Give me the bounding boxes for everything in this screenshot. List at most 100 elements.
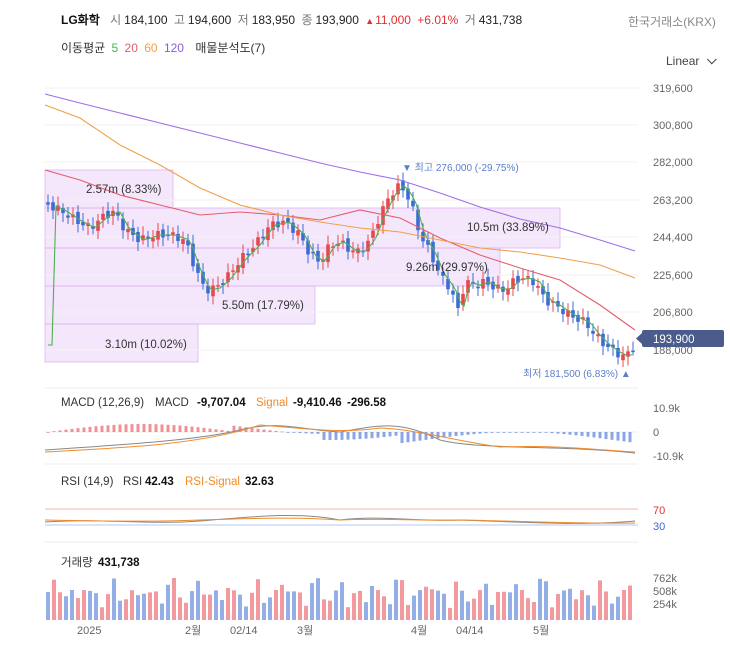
ma120-line — [44, 93, 636, 252]
volume-bar — [52, 579, 56, 620]
macd-histogram-bar — [628, 432, 632, 443]
open-value: 184,100 — [124, 13, 168, 27]
close-value: 193,900 — [315, 13, 359, 27]
candle — [76, 211, 80, 225]
candle — [426, 239, 430, 245]
macd-tick: -10.9k — [653, 451, 684, 463]
macd-histogram-bar — [256, 428, 260, 432]
volume-bar — [442, 593, 446, 620]
macd-histogram-bar — [526, 432, 530, 433]
volume-bar — [88, 590, 92, 620]
price-tick: 263,200 — [653, 195, 693, 207]
signal-label: Signal — [256, 397, 288, 409]
macd-histogram-bar — [442, 432, 446, 438]
volume-profile-toggle[interactable]: 매물분석도(7) — [195, 41, 266, 55]
candle — [301, 232, 305, 241]
volume-bar — [94, 593, 98, 620]
volume-bar — [172, 578, 176, 620]
volume-bar — [334, 590, 338, 620]
candle — [46, 202, 50, 205]
ma5-line — [48, 185, 633, 357]
candle — [181, 239, 185, 245]
volume-bar — [196, 580, 200, 620]
candle — [386, 198, 390, 210]
high-value: 194,600 — [187, 13, 232, 27]
candle — [611, 344, 615, 348]
macd-histogram-bar — [622, 432, 626, 442]
candle — [326, 244, 330, 263]
volume-bar — [112, 578, 116, 620]
volume-bar — [622, 590, 626, 620]
ma120-label[interactable]: 120 — [163, 41, 184, 55]
volume-bar — [472, 598, 476, 620]
stock-name[interactable]: LG화학 — [61, 13, 100, 27]
max-price-annotation: ▼ 최고 276,000 (-29.75%) — [402, 162, 519, 174]
price-tick: 188,000 — [653, 345, 693, 357]
ohlc-row: LG화학 시 184,100 고 194,600 저 183,950 종 193,900… — [61, 11, 525, 28]
macd-histogram-bar — [472, 432, 476, 435]
high-label: 고 — [173, 13, 185, 27]
volume-bar — [58, 592, 62, 620]
candle — [251, 248, 255, 253]
signal-value: -9,410.46 — [293, 397, 342, 409]
candle — [136, 231, 140, 243]
candle — [91, 226, 95, 229]
candle — [56, 205, 60, 211]
candle — [286, 218, 290, 223]
macd-histogram-bar — [220, 430, 224, 432]
volume-bar — [430, 589, 434, 620]
candle — [341, 240, 345, 243]
macd-histogram-bar — [328, 432, 332, 440]
candle — [126, 229, 130, 233]
profile-label-2: 10.5m (33.89%) — [467, 222, 549, 234]
volume-bar — [256, 579, 260, 620]
macd-histogram-bar — [136, 424, 140, 432]
volume-bar — [520, 590, 524, 620]
macd-histogram-bar — [496, 432, 500, 433]
volume-bar — [400, 580, 404, 620]
candle — [586, 317, 590, 329]
candle — [256, 237, 260, 246]
macd-histogram-bar — [292, 432, 296, 433]
rsi-signal-line — [44, 517, 636, 524]
profile-bar — [44, 285, 316, 325]
ma-legend-label[interactable]: 이동평균 — [61, 41, 106, 55]
candle — [81, 221, 85, 226]
macd-histogram-bar — [64, 429, 68, 432]
candle — [441, 271, 445, 276]
volume-bar — [370, 585, 374, 620]
volume-bar — [556, 594, 560, 620]
macd-histogram-bar — [562, 432, 566, 435]
volume-panel — [46, 578, 632, 620]
ma60-label[interactable]: 60 — [144, 41, 158, 55]
x-tick: 2025 — [77, 625, 101, 637]
volume-bar — [358, 590, 362, 620]
x-tick: 3월 — [297, 624, 313, 637]
ma5-label[interactable]: 5 — [111, 41, 119, 55]
candle — [366, 240, 370, 252]
volume-bar — [136, 595, 140, 620]
volume-bar — [238, 594, 242, 620]
volume-bar — [106, 594, 110, 620]
candle — [536, 285, 540, 288]
macd-histogram-bar — [424, 432, 428, 440]
volume-bar — [598, 580, 602, 620]
profile-label-5: 3.10m (10.02%) — [105, 339, 187, 351]
change-pct: +6.01% — [417, 13, 459, 27]
volume-bar — [466, 601, 470, 620]
macd-histogram-bar — [382, 432, 386, 438]
volume-bar — [406, 605, 410, 620]
macd-histogram-bar — [568, 432, 572, 435]
macd-histogram-bar — [334, 432, 338, 440]
candle — [451, 290, 455, 295]
macd-histogram-bar — [232, 425, 236, 432]
macd-histogram-bar — [238, 426, 242, 432]
ma20-label[interactable]: 20 — [124, 41, 138, 55]
volume-bar — [496, 592, 500, 620]
candle — [161, 229, 165, 238]
price-tick: 282,000 — [653, 157, 693, 169]
price-tick: 206,800 — [653, 307, 693, 319]
volume-bar — [76, 598, 80, 620]
scale-dropdown[interactable]: Linear — [666, 54, 717, 68]
